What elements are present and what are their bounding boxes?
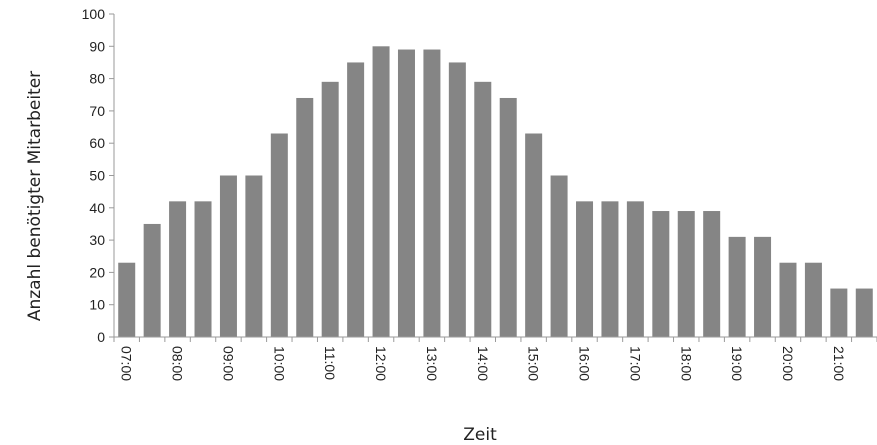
bar xyxy=(347,62,365,337)
x-tick-label: 15:00 xyxy=(526,346,542,381)
y-tick-label: 60 xyxy=(89,135,105,151)
bar xyxy=(550,175,568,337)
x-tick-label: 12:00 xyxy=(373,346,389,381)
bars xyxy=(118,46,873,338)
y-tick-label: 100 xyxy=(82,6,106,22)
y-tick-label: 20 xyxy=(89,264,105,280)
bar xyxy=(372,46,390,338)
y-tick-label: 50 xyxy=(89,168,105,184)
bar xyxy=(321,81,339,337)
y-tick-label: 70 xyxy=(89,103,105,119)
bar xyxy=(525,133,543,337)
x-axis-title: Zeit xyxy=(463,425,497,445)
y-tick-label: 0 xyxy=(97,329,105,345)
y-tick-label: 40 xyxy=(89,200,105,216)
x-tick-label: 11:00 xyxy=(322,346,338,380)
bar xyxy=(728,236,746,337)
y-tick-label: 80 xyxy=(89,71,105,87)
bar xyxy=(855,288,873,337)
y-axis-title: Anzahl benötigter Mitarbeiter xyxy=(25,71,45,321)
x-tick-label: 20:00 xyxy=(780,346,796,381)
bar xyxy=(703,211,721,337)
bar xyxy=(754,236,772,337)
bar xyxy=(270,133,288,337)
x-tick-label: 13:00 xyxy=(424,346,440,381)
y-tick-label: 10 xyxy=(89,297,105,313)
x-axis: 07:00 08:00 09:00 10:00 11:00 12:00 13:00 14:00… xyxy=(113,336,877,381)
bar xyxy=(576,201,594,337)
bar xyxy=(779,262,797,337)
bar xyxy=(601,201,619,337)
bar xyxy=(194,201,212,337)
bar xyxy=(804,262,822,337)
bar xyxy=(296,97,314,337)
x-tick-label: 19:00 xyxy=(729,346,745,381)
bar xyxy=(499,97,517,337)
bar xyxy=(677,211,695,337)
bar xyxy=(118,262,136,337)
x-tick-label: 17:00 xyxy=(627,346,643,381)
bar xyxy=(219,175,237,337)
x-tick-label: 08:00 xyxy=(170,346,186,381)
bar xyxy=(169,201,187,337)
bar xyxy=(448,62,466,337)
x-tick-label: 09:00 xyxy=(220,346,236,381)
x-tick-label: 21:00 xyxy=(831,346,847,381)
bar xyxy=(474,81,492,337)
x-tick-label: 07:00 xyxy=(119,346,135,381)
bar xyxy=(143,223,161,337)
bar xyxy=(397,49,415,337)
bar xyxy=(245,175,263,337)
x-tick-label: 18:00 xyxy=(678,346,694,381)
x-tick-label: 10:00 xyxy=(271,346,287,381)
bar xyxy=(626,201,644,337)
bar xyxy=(830,288,848,337)
y-tick-label: 30 xyxy=(89,232,105,248)
x-tick-label: 14:00 xyxy=(475,346,491,381)
bar xyxy=(652,211,670,337)
y-axis: 0 10 20 30 40 50 60 70 80 90 100 xyxy=(82,6,115,345)
x-tick-label: 16:00 xyxy=(577,346,593,381)
y-tick-label: 90 xyxy=(89,38,105,54)
bar xyxy=(423,49,441,337)
